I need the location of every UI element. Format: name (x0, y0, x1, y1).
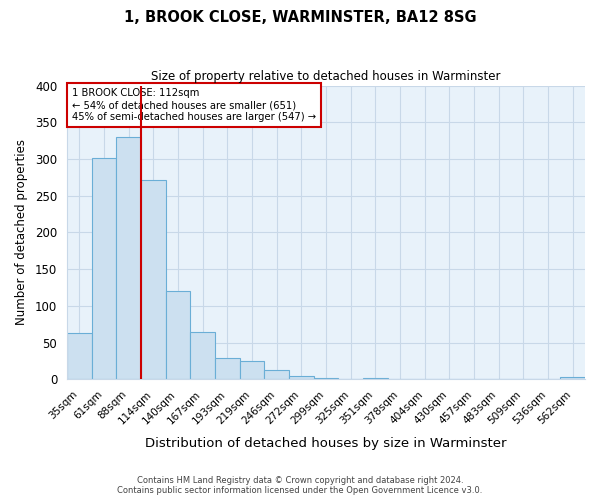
Bar (166, 291, 190, 380)
Title: Size of property relative to detached houses in Warminster: Size of property relative to detached ho… (151, 70, 501, 83)
X-axis label: Distribution of detached houses by size in Warminster: Distribution of detached houses by size … (145, 437, 507, 450)
Bar (67, 333, 92, 380)
Text: 1, BROOK CLOSE, WARMINSTER, BA12 8SG: 1, BROOK CLOSE, WARMINSTER, BA12 8SG (124, 10, 476, 25)
Bar (363, 378, 388, 380)
Bar (92, 158, 116, 380)
Bar (215, 358, 239, 380)
Bar (264, 370, 289, 380)
Bar (560, 377, 585, 380)
Bar (289, 376, 314, 380)
Text: Contains HM Land Registry data © Crown copyright and database right 2024.
Contai: Contains HM Land Registry data © Crown c… (118, 476, 482, 495)
Bar (239, 361, 264, 380)
Text: 1 BROOK CLOSE: 112sqm
← 54% of detached houses are smaller (651)
45% of semi-det: 1 BROOK CLOSE: 112sqm ← 54% of detached … (72, 88, 316, 122)
Bar (314, 378, 338, 380)
Bar (190, 332, 215, 380)
Bar (338, 378, 363, 380)
Bar (141, 180, 166, 380)
Bar (116, 137, 141, 380)
Y-axis label: Number of detached properties: Number of detached properties (15, 140, 28, 326)
